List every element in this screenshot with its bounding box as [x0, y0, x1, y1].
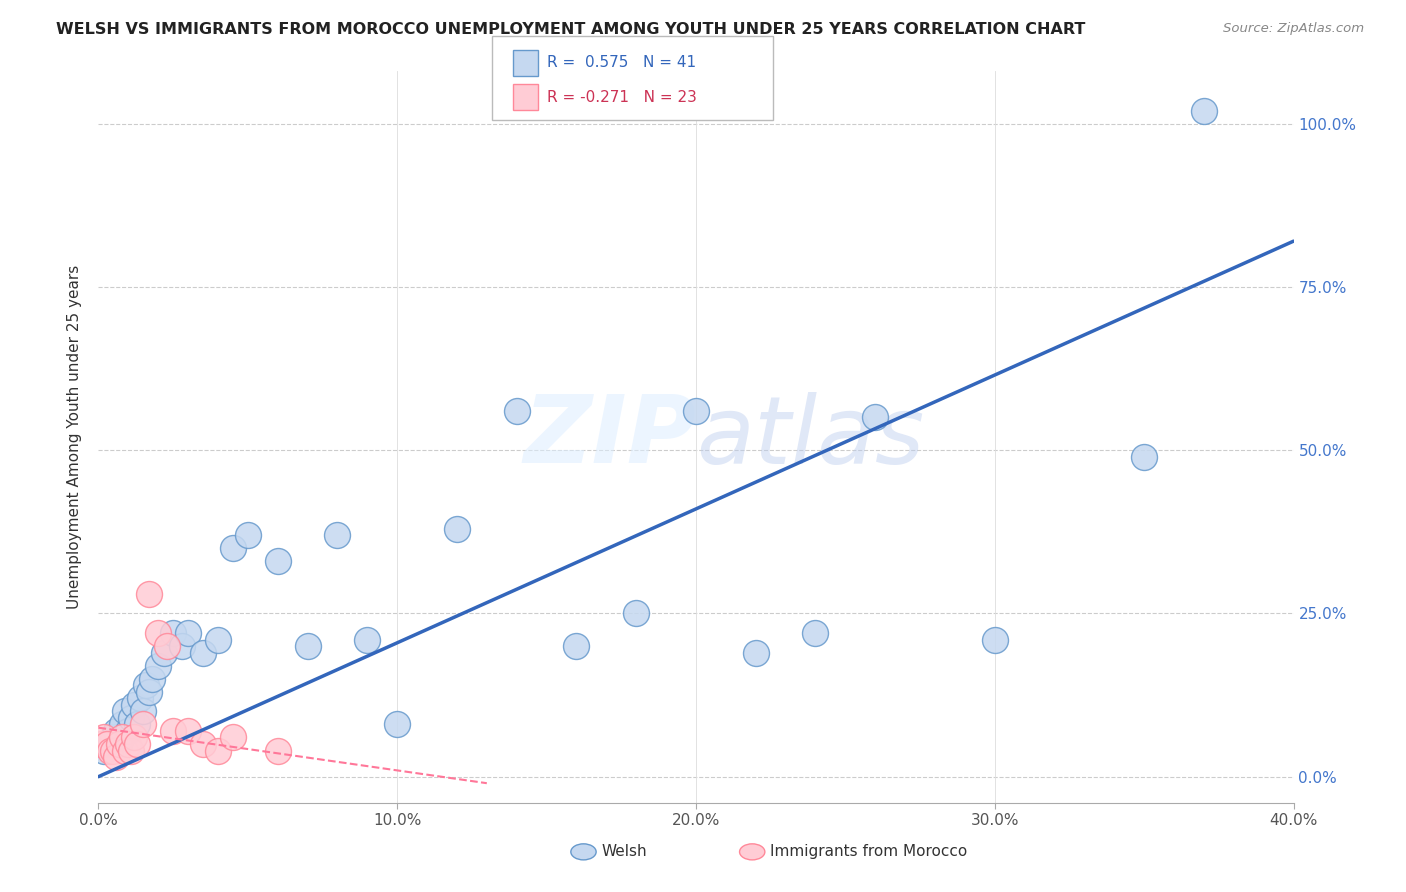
Point	[207, 632, 229, 647]
Point	[446, 521, 468, 535]
Point	[117, 737, 139, 751]
Point	[356, 632, 378, 647]
Point	[297, 639, 319, 653]
Point	[124, 698, 146, 712]
Point	[148, 626, 170, 640]
Point	[120, 711, 142, 725]
Text: Immigrants from Morocco: Immigrants from Morocco	[770, 845, 967, 859]
Point	[326, 528, 349, 542]
Point	[267, 554, 290, 568]
Point	[117, 723, 139, 738]
Point	[132, 705, 155, 719]
Point	[108, 737, 131, 751]
Point	[100, 737, 122, 751]
Point	[207, 743, 229, 757]
Point	[1192, 103, 1215, 118]
Point	[267, 743, 290, 757]
Point	[177, 626, 200, 640]
Point	[93, 731, 115, 745]
Point	[129, 691, 152, 706]
Point	[103, 743, 125, 757]
Point	[103, 731, 125, 745]
Point	[93, 743, 115, 757]
Point	[156, 639, 179, 653]
Point	[191, 737, 214, 751]
Point	[120, 743, 142, 757]
Point	[127, 717, 149, 731]
Point	[236, 528, 259, 542]
Point	[745, 646, 768, 660]
Point	[127, 737, 149, 751]
Point	[114, 705, 136, 719]
Text: atlas: atlas	[696, 392, 924, 483]
Text: Source: ZipAtlas.com: Source: ZipAtlas.com	[1223, 22, 1364, 36]
Point	[138, 685, 160, 699]
Point	[141, 672, 163, 686]
Point	[114, 743, 136, 757]
Point	[191, 646, 214, 660]
Point	[100, 743, 122, 757]
Point	[132, 717, 155, 731]
Text: R =  0.575   N = 41: R = 0.575 N = 41	[547, 55, 696, 70]
Text: WELSH VS IMMIGRANTS FROM MOROCCO UNEMPLOYMENT AMONG YOUTH UNDER 25 YEARS CORRELA: WELSH VS IMMIGRANTS FROM MOROCCO UNEMPLO…	[56, 22, 1085, 37]
Point	[138, 587, 160, 601]
Point	[90, 737, 112, 751]
Point	[506, 404, 529, 418]
Point	[385, 717, 409, 731]
Point	[135, 678, 157, 692]
Point	[984, 632, 1007, 647]
Text: R = -0.271   N = 23: R = -0.271 N = 23	[547, 89, 697, 104]
Y-axis label: Unemployment Among Youth under 25 years: Unemployment Among Youth under 25 years	[67, 265, 83, 609]
Point	[804, 626, 827, 640]
Point	[162, 723, 184, 738]
Point	[177, 723, 200, 738]
Point	[111, 731, 134, 745]
Text: ZIP: ZIP	[523, 391, 696, 483]
Point	[565, 639, 588, 653]
Point	[108, 737, 131, 751]
Point	[865, 410, 887, 425]
Point	[105, 723, 128, 738]
Point	[1133, 450, 1156, 464]
Point	[148, 658, 170, 673]
Point	[124, 731, 146, 745]
Point	[111, 717, 134, 731]
Point	[105, 750, 128, 764]
Text: Welsh: Welsh	[602, 845, 647, 859]
Point	[222, 541, 245, 555]
Point	[96, 737, 118, 751]
Point	[153, 646, 176, 660]
Point	[162, 626, 184, 640]
Point	[626, 607, 648, 621]
Point	[685, 404, 707, 418]
Point	[222, 731, 245, 745]
Point	[172, 639, 194, 653]
